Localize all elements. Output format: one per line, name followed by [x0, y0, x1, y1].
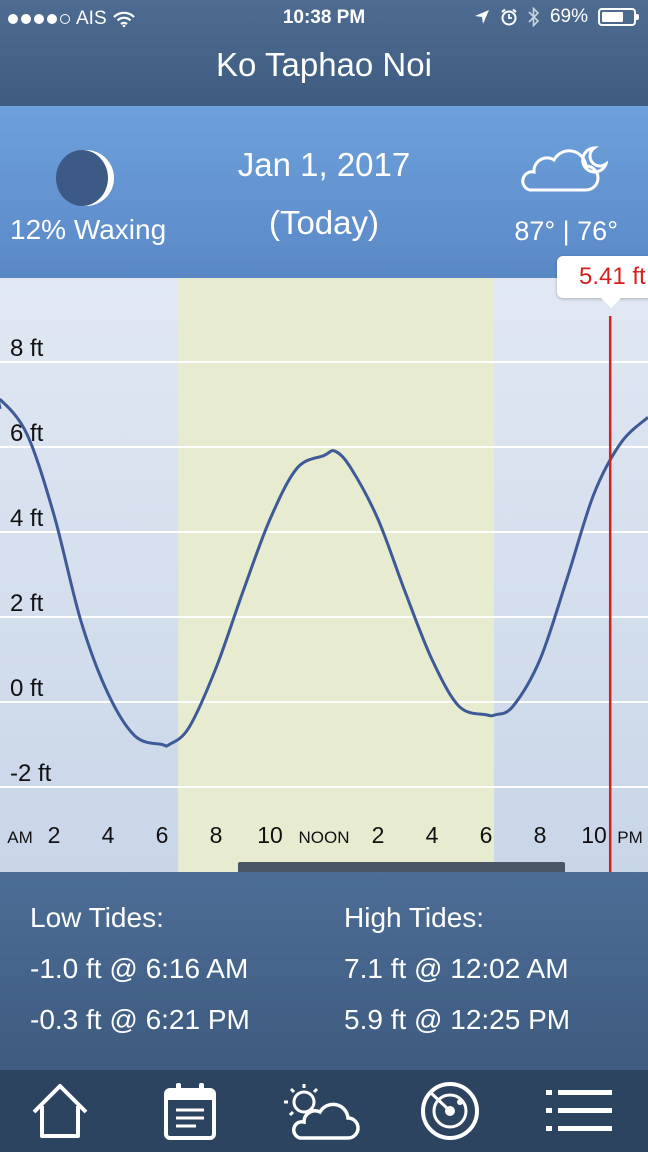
status-time: 10:38 PM	[282, 7, 366, 28]
chart-scrollbar[interactable]	[238, 862, 565, 873]
wifi-icon	[112, 11, 135, 27]
x-tick-label: PM	[617, 828, 643, 847]
y-tick-label: 0 ft	[10, 675, 44, 702]
today-label: (Today)	[268, 204, 380, 241]
x-tick-label: 6	[156, 822, 169, 848]
daylight-band	[178, 278, 495, 872]
high-tides-column: High Tides: 7.1 ft @ 12:02 AM 5.9 ft @ 1…	[344, 902, 570, 1055]
x-tick-label: 10	[257, 822, 283, 848]
x-tick-label: AM	[7, 828, 33, 847]
low-tides-column: Low Tides: -1.0 ft @ 6:16 AM -0.3 ft @ 6…	[30, 902, 250, 1055]
x-tick-label: 2	[372, 822, 385, 848]
battery-icon	[598, 8, 639, 26]
signal-strength-icon	[8, 14, 70, 24]
carrier-label: AIS	[76, 8, 107, 29]
alarm-clock-icon	[501, 8, 517, 26]
x-tick-label: 8	[534, 822, 547, 848]
moon-phase-label: 12% Waxing	[10, 214, 167, 245]
y-tick-label: -2 ft	[10, 760, 52, 787]
radar-icon	[421, 1082, 479, 1140]
tab-calendar[interactable]	[158, 1080, 222, 1142]
temperature-range: 87° | 76°	[514, 216, 618, 246]
home-icon	[32, 1084, 88, 1138]
y-tick-label: 8 ft	[10, 335, 44, 362]
x-tick-label: 4	[102, 822, 115, 848]
location-arrow-icon	[474, 10, 489, 24]
weather-icon	[284, 1084, 360, 1140]
bluetooth-icon	[528, 7, 540, 27]
cloud-moon-icon	[521, 146, 608, 192]
low-tide-item: -0.3 ft @ 6:21 PM	[30, 1004, 250, 1035]
x-tick-label: NOON	[299, 828, 350, 847]
tab-bar	[0, 1070, 648, 1152]
tab-home[interactable]	[28, 1080, 92, 1142]
high-tide-item: 5.9 ft @ 12:25 PM	[344, 1004, 571, 1035]
x-tick-label: 10	[581, 822, 607, 848]
moon-phase-icon	[56, 150, 114, 206]
location-title: Ko Taphao Noi	[216, 46, 432, 83]
day-info-band: 12% Waxing Jan 1, 2017 (Today) 87° | 76°	[0, 106, 648, 278]
current-tide-value: 5.41 ft	[579, 263, 646, 290]
tide-curve	[0, 397, 648, 748]
current-tide-callout: 5.41 ft	[557, 256, 648, 308]
high-tides-title: High Tides:	[344, 902, 485, 933]
date-label: Jan 1, 2017	[237, 146, 411, 183]
high-tide-item: 7.1 ft @ 12:02 AM	[344, 953, 569, 984]
low-tides-title: Low Tides:	[30, 902, 164, 933]
top-bar: AIS 10:38 PM 69% Ko Taphao	[0, 0, 648, 106]
tab-weather[interactable]	[278, 1080, 362, 1142]
battery-percent: 69%	[549, 6, 588, 27]
calendar-icon	[164, 1083, 216, 1140]
tab-radar[interactable]	[418, 1080, 482, 1142]
low-tide-item: -1.0 ft @ 6:16 AM	[30, 953, 249, 984]
status-bar: AIS 10:38 PM 69%	[0, 0, 648, 38]
x-tick-label: 6	[480, 822, 493, 848]
x-tick-label: 2	[48, 822, 61, 848]
tab-menu[interactable]	[544, 1080, 616, 1142]
y-tick-label: 2 ft	[10, 590, 44, 617]
tides-panel: Low Tides: -1.0 ft @ 6:16 AM -0.3 ft @ 6…	[0, 872, 648, 1070]
tide-chart[interactable]: 8 ft 6 ft 4 ft 2 ft 0 ft -2 ft AM 2 4 6 8 10 NOON 2 4 6…	[0, 278, 648, 872]
x-tick-label: 8	[210, 822, 223, 848]
y-tick-label: 4 ft	[10, 505, 44, 532]
x-tick-label: 4	[426, 822, 439, 848]
menu-icon	[546, 1090, 612, 1131]
